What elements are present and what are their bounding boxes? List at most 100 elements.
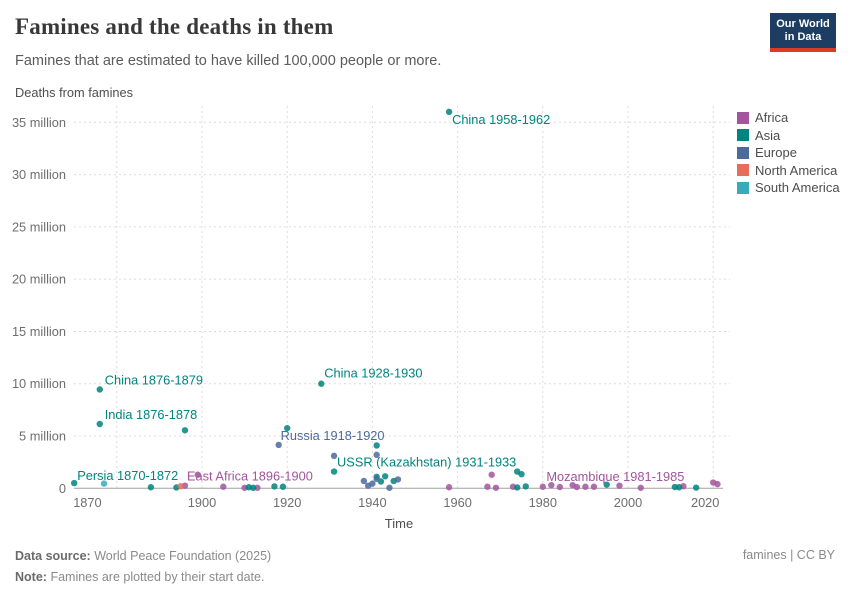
legend-label: Europe [755,145,797,160]
data-point-africa[interactable] [573,483,581,491]
data-point-europe[interactable] [330,452,338,460]
data-point-north-america[interactable] [177,483,184,490]
legend-item-africa[interactable]: Africa [737,111,840,124]
legend-item-europe[interactable]: Europe [737,146,840,159]
annotation-label: East Africa 1896-1900 [187,469,313,484]
annotation-label: Russia 1918-1920 [281,428,385,443]
x-tick-label: 1900 [188,495,216,510]
data-point-asia[interactable] [514,484,521,491]
data-point-africa[interactable] [582,483,589,490]
data-point-asia[interactable] [279,483,287,490]
legend-label: South America [755,180,840,195]
data-point-africa[interactable] [556,483,564,491]
data-source-label: Data source: [15,549,91,563]
legend-swatch [737,164,749,176]
data-point-africa[interactable] [445,484,453,491]
y-tick-label: 35 million [12,115,66,130]
x-axis-title: Time [384,516,414,531]
data-point-africa[interactable] [488,471,495,478]
data-point-africa[interactable] [637,484,644,491]
owid-logo[interactable]: Our World in Data [770,13,836,52]
data-source-value: World Peace Foundation (2025) [94,549,272,563]
legend-swatch [737,111,749,124]
data-point-africa[interactable] [194,471,201,478]
data-point-europe[interactable] [386,484,393,491]
legend-swatch [737,146,749,159]
data-point-asia[interactable] [445,108,453,116]
data-point-africa[interactable] [548,481,555,489]
annotation-label: China 1928-1930 [324,366,422,381]
y-tick-label: 30 million [12,167,66,182]
y-tick-label: 25 million [12,219,66,234]
note-label: Note: [15,570,47,584]
annotation-label: Persia 1870-1872 [77,468,178,483]
license-link[interactable]: famines | CC BY [742,548,835,562]
legend-swatch [737,129,749,141]
legend-label: Asia [755,127,781,143]
data-point-europe[interactable] [360,477,368,485]
annotation-label: USSR (Kazakhstan) 1931-1933 [337,455,516,470]
data-point-europe[interactable] [275,441,282,449]
legend: Africa Asia Europe North America South Ameri… [737,111,840,199]
x-tick-label: 1940 [358,495,386,510]
data-point-asia[interactable] [249,484,257,491]
data-point-asia[interactable] [147,484,155,491]
data-point-asia[interactable] [381,473,389,480]
data-point-europe[interactable] [394,476,402,483]
data-point-asia[interactable] [318,380,325,387]
data-point-asia[interactable] [373,442,380,449]
data-point-asia[interactable] [96,420,103,428]
data-point-europe[interactable] [373,475,380,483]
footer-notes: Data source: World Peace Foundation (202… [15,546,271,588]
data-point-asia[interactable] [71,479,78,487]
data-point-asia[interactable] [692,484,700,491]
page-subtitle: Famines that are estimated to have kille… [15,53,442,69]
data-point-europe[interactable] [369,480,376,487]
data-point-africa[interactable] [220,483,227,490]
annotation-label: China 1876-1879 [105,372,203,387]
data-point-asia[interactable] [522,483,529,490]
owid-logo-line2: in Data [784,31,822,43]
data-point-africa[interactable] [484,483,491,490]
data-point-asia[interactable] [96,386,103,393]
data-point-asia[interactable] [271,483,278,490]
annotation-label: India 1876-1878 [105,407,198,422]
legend-label: North America [755,162,838,178]
legend-item-asia[interactable]: Asia [737,129,840,142]
legend-item-south-america[interactable]: South America [737,181,840,194]
owid-logo-line1: Our World [776,18,830,30]
legend-swatch [737,181,749,194]
x-tick-label: 2020 [691,495,719,510]
data-point-asia[interactable] [675,484,683,491]
data-source-line: Data source: World Peace Foundation (202… [15,546,271,567]
page-title: Famines and the deaths in them [15,14,334,39]
x-tick-label: 1870 [73,495,101,510]
data-point-africa[interactable] [492,484,500,491]
x-tick-label: 1960 [443,495,471,510]
x-tick-label: 2000 [614,495,642,510]
data-point-asia[interactable] [330,468,338,475]
y-tick-label: 5 million [19,429,66,444]
data-point-africa[interactable] [616,482,623,489]
x-tick-label: 1920 [273,495,301,510]
y-axis-title: Deaths from famines [15,85,134,100]
data-point-africa[interactable] [590,483,598,490]
y-tick-label: 20 million [12,272,66,287]
annotation-label: China 1958-1962 [452,112,550,127]
data-point-asia[interactable] [603,481,610,488]
data-point-asia[interactable] [518,470,525,478]
y-tick-label: 10 million [12,376,66,391]
data-point-south-america[interactable] [100,480,108,487]
data-point-asia[interactable] [284,424,291,432]
note-line: Note: Famines are plotted by their start… [15,567,271,588]
data-point-europe[interactable] [373,451,380,459]
legend-label: Africa [755,110,789,125]
data-point-asia[interactable] [181,427,189,434]
note-value: Famines are plotted by their start date. [50,570,265,584]
x-tick-label: 1980 [529,495,557,510]
data-point-africa[interactable] [714,480,721,488]
y-tick-label: 0 [59,481,66,496]
legend-item-north-america[interactable]: North America [737,164,840,177]
annotation-label: Mozambique 1981-1985 [546,469,684,484]
data-point-africa[interactable] [539,483,546,490]
